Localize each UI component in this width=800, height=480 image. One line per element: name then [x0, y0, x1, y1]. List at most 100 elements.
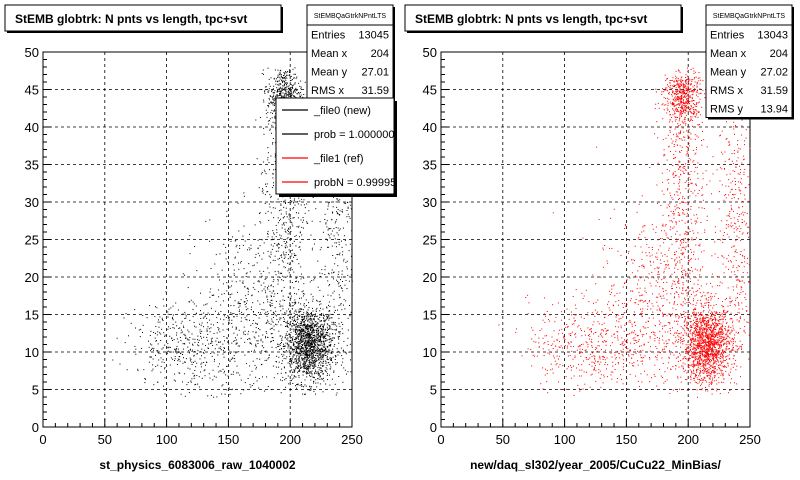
point-cluster-6 — [149, 305, 151, 307]
point-cluster-3 — [290, 200, 292, 201]
point-cluster-6 — [175, 348, 177, 349]
point-cluster-1 — [709, 326, 711, 328]
point-cluster-1 — [709, 348, 711, 350]
point-cluster-1 — [310, 317, 312, 319]
point-cluster-1 — [310, 388, 312, 390]
point-cluster-6 — [216, 396, 218, 398]
point-cluster-5 — [286, 310, 288, 312]
point-cluster-5 — [257, 248, 259, 250]
point-cluster-1 — [305, 359, 307, 361]
point-cluster-5 — [293, 240, 295, 242]
point-cluster-6 — [249, 374, 251, 376]
point-cluster-6 — [180, 332, 182, 334]
point-cluster-4 — [327, 205, 329, 207]
point-cluster-1 — [693, 377, 694, 379]
point-cluster-1 — [300, 308, 302, 310]
point-cluster-5 — [224, 340, 225, 342]
point-cluster-4 — [331, 230, 333, 232]
point-cluster-1 — [326, 323, 328, 325]
point-cluster-6 — [222, 323, 224, 325]
point-cluster-4 — [337, 354, 339, 356]
point-cluster-5 — [214, 348, 216, 350]
point-cluster-1 — [332, 348, 334, 350]
point-cluster-1 — [695, 352, 697, 354]
point-cluster-1 — [693, 348, 694, 350]
point-cluster-1 — [319, 304, 321, 306]
point-cluster-1 — [304, 350, 306, 352]
point-cluster-1 — [300, 354, 302, 356]
point-cluster-1 — [295, 328, 297, 330]
point-cluster-6 — [190, 380, 192, 382]
point-cluster-1 — [704, 341, 706, 343]
x-tick-label: 150 — [218, 432, 240, 447]
point-cluster-5 — [228, 319, 230, 321]
point-cluster-1 — [296, 384, 298, 386]
point-cluster-1 — [315, 350, 317, 352]
point-cluster-1 — [702, 319, 704, 321]
point-cluster-1 — [287, 375, 289, 377]
point-cluster-4 — [334, 383, 336, 385]
point-cluster-1 — [317, 346, 319, 348]
point-cluster-1 — [702, 361, 704, 362]
point-cluster-1 — [306, 368, 308, 370]
point-cluster-1 — [293, 350, 295, 352]
point-cluster-1 — [693, 372, 695, 374]
point-cluster-1 — [720, 374, 722, 376]
point-cluster-1 — [330, 338, 332, 340]
point-cluster-1 — [325, 362, 327, 364]
point-cluster-1 — [304, 342, 306, 344]
point-cluster-1 — [301, 329, 303, 331]
point-cluster-5 — [219, 253, 221, 255]
point-cluster-5 — [269, 301, 271, 303]
point-cluster-1 — [296, 348, 297, 350]
point-cluster-4 — [349, 314, 351, 316]
point-cluster-1 — [319, 350, 321, 352]
point-cluster-3 — [280, 310, 282, 312]
point-cluster-1 — [699, 346, 701, 348]
point-cluster-5 — [266, 322, 268, 323]
point-cluster-6 — [168, 346, 170, 348]
point-cluster-3 — [265, 173, 267, 175]
point-cluster-1 — [283, 357, 285, 359]
point-cluster-1 — [297, 358, 299, 360]
point-cluster-1 — [334, 355, 336, 357]
point-cluster-1 — [731, 330, 733, 332]
point-cluster-1 — [677, 330, 678, 332]
point-cluster-1 — [702, 379, 704, 381]
point-cluster-3 — [288, 249, 290, 251]
point-cluster-5 — [221, 269, 223, 271]
point-cluster-1 — [314, 349, 316, 351]
point-cluster-1 — [302, 348, 304, 350]
point-cluster-1 — [711, 341, 713, 343]
point-cluster-1 — [296, 361, 297, 363]
point-cluster-1 — [727, 343, 729, 345]
point-cluster-4 — [339, 254, 341, 256]
point-cluster-1 — [287, 326, 288, 327]
point-cluster-4 — [339, 239, 341, 240]
point-cluster-1 — [294, 299, 296, 301]
point-cluster-5 — [245, 276, 247, 277]
point-cluster-6 — [188, 352, 190, 354]
point-cluster-1 — [300, 350, 302, 352]
point-cluster-4 — [337, 309, 338, 311]
point-cluster-5 — [226, 290, 228, 292]
point-cluster-1 — [717, 360, 719, 362]
point-cluster-1 — [301, 338, 303, 340]
point-cluster-5 — [260, 222, 262, 224]
point-cluster-6 — [222, 349, 224, 351]
point-cluster-5 — [270, 295, 272, 297]
point-cluster-4 — [326, 239, 328, 241]
point-cluster-6 — [240, 393, 242, 395]
point-cluster-5 — [255, 254, 257, 255]
point-cluster-1 — [702, 360, 704, 362]
point-cluster-4 — [329, 313, 331, 315]
point-cluster-1 — [326, 357, 328, 359]
point-cluster-1 — [706, 341, 708, 343]
point-cluster-1 — [703, 356, 705, 358]
point-cluster-4 — [319, 249, 321, 251]
point-cluster-1 — [300, 348, 301, 350]
point-cluster-1 — [312, 340, 314, 342]
point-cluster-1 — [293, 362, 294, 364]
point-cluster-3 — [282, 261, 284, 263]
point-cluster-4 — [339, 331, 341, 333]
